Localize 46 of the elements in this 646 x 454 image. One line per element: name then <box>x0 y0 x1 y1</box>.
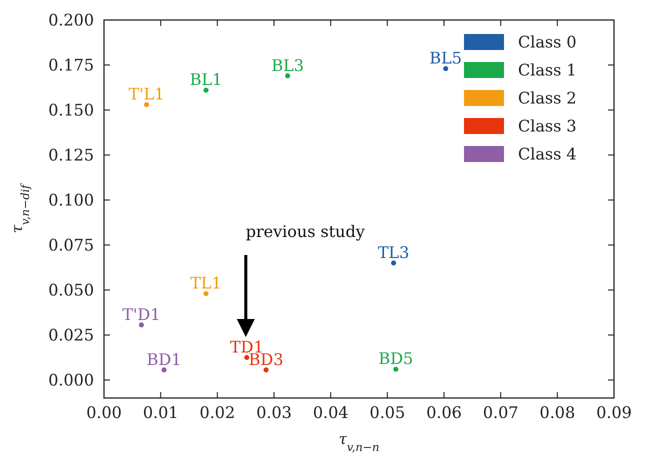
x-tick-label: 0.09 <box>596 403 632 422</box>
y-tick-label: 0.025 <box>48 326 94 345</box>
x-tick-label: 0.07 <box>482 403 518 422</box>
x-tick-label: 0.00 <box>86 403 122 422</box>
legend-label: Class 2 <box>518 88 577 108</box>
legend-label: Class 0 <box>518 32 577 52</box>
y-tick-label: 0.150 <box>48 100 94 120</box>
data-label: T'L1 <box>128 84 164 104</box>
y-tick-label: 0.100 <box>48 190 94 210</box>
x-tick-label: 0.01 <box>142 403 178 422</box>
point <box>138 322 144 328</box>
x-tick-label: 0.03 <box>256 403 292 422</box>
point <box>162 367 167 372</box>
y-tick-label: 0.000 <box>48 370 94 390</box>
point <box>393 366 398 372</box>
data-label: BD1 <box>146 350 182 369</box>
data-label: BL1 <box>190 70 222 90</box>
point <box>204 88 208 93</box>
x-axis-title: τ$_{v,n−n}$ <box>338 430 380 454</box>
x-tick-label: 0.05 <box>370 403 406 422</box>
data-label: BL5 <box>429 48 462 68</box>
point <box>204 291 208 296</box>
x-tick-label: 0.08 <box>540 403 576 422</box>
data-label: BD5 <box>378 349 414 368</box>
annotation: previous study <box>246 222 365 241</box>
x-tick-label: 0.06 <box>426 403 462 422</box>
point <box>264 367 269 372</box>
legend-label: Class 3 <box>518 116 577 136</box>
y-tick-label: 0.175 <box>48 56 94 75</box>
data-label: T'D1 <box>122 304 160 324</box>
point <box>443 66 448 72</box>
point <box>144 102 149 108</box>
data-label: BL3 <box>271 56 304 75</box>
legend-label: Class 4 <box>518 144 577 164</box>
data-label: TL3 <box>378 243 410 262</box>
data-label: TL1 <box>190 274 222 293</box>
x-tick-label: 0.02 <box>200 403 236 422</box>
x-tick-label: 0.04 <box>312 403 348 422</box>
legend-label: Class 1 <box>518 60 577 80</box>
point <box>244 355 250 360</box>
y-tick-label: 0.125 <box>48 146 94 165</box>
y-tick-label: 0.075 <box>48 236 94 255</box>
point <box>391 260 396 266</box>
y-tick-label: 0.050 <box>48 280 94 300</box>
y-tick-label: 0.200 <box>48 10 94 30</box>
point <box>285 73 290 78</box>
